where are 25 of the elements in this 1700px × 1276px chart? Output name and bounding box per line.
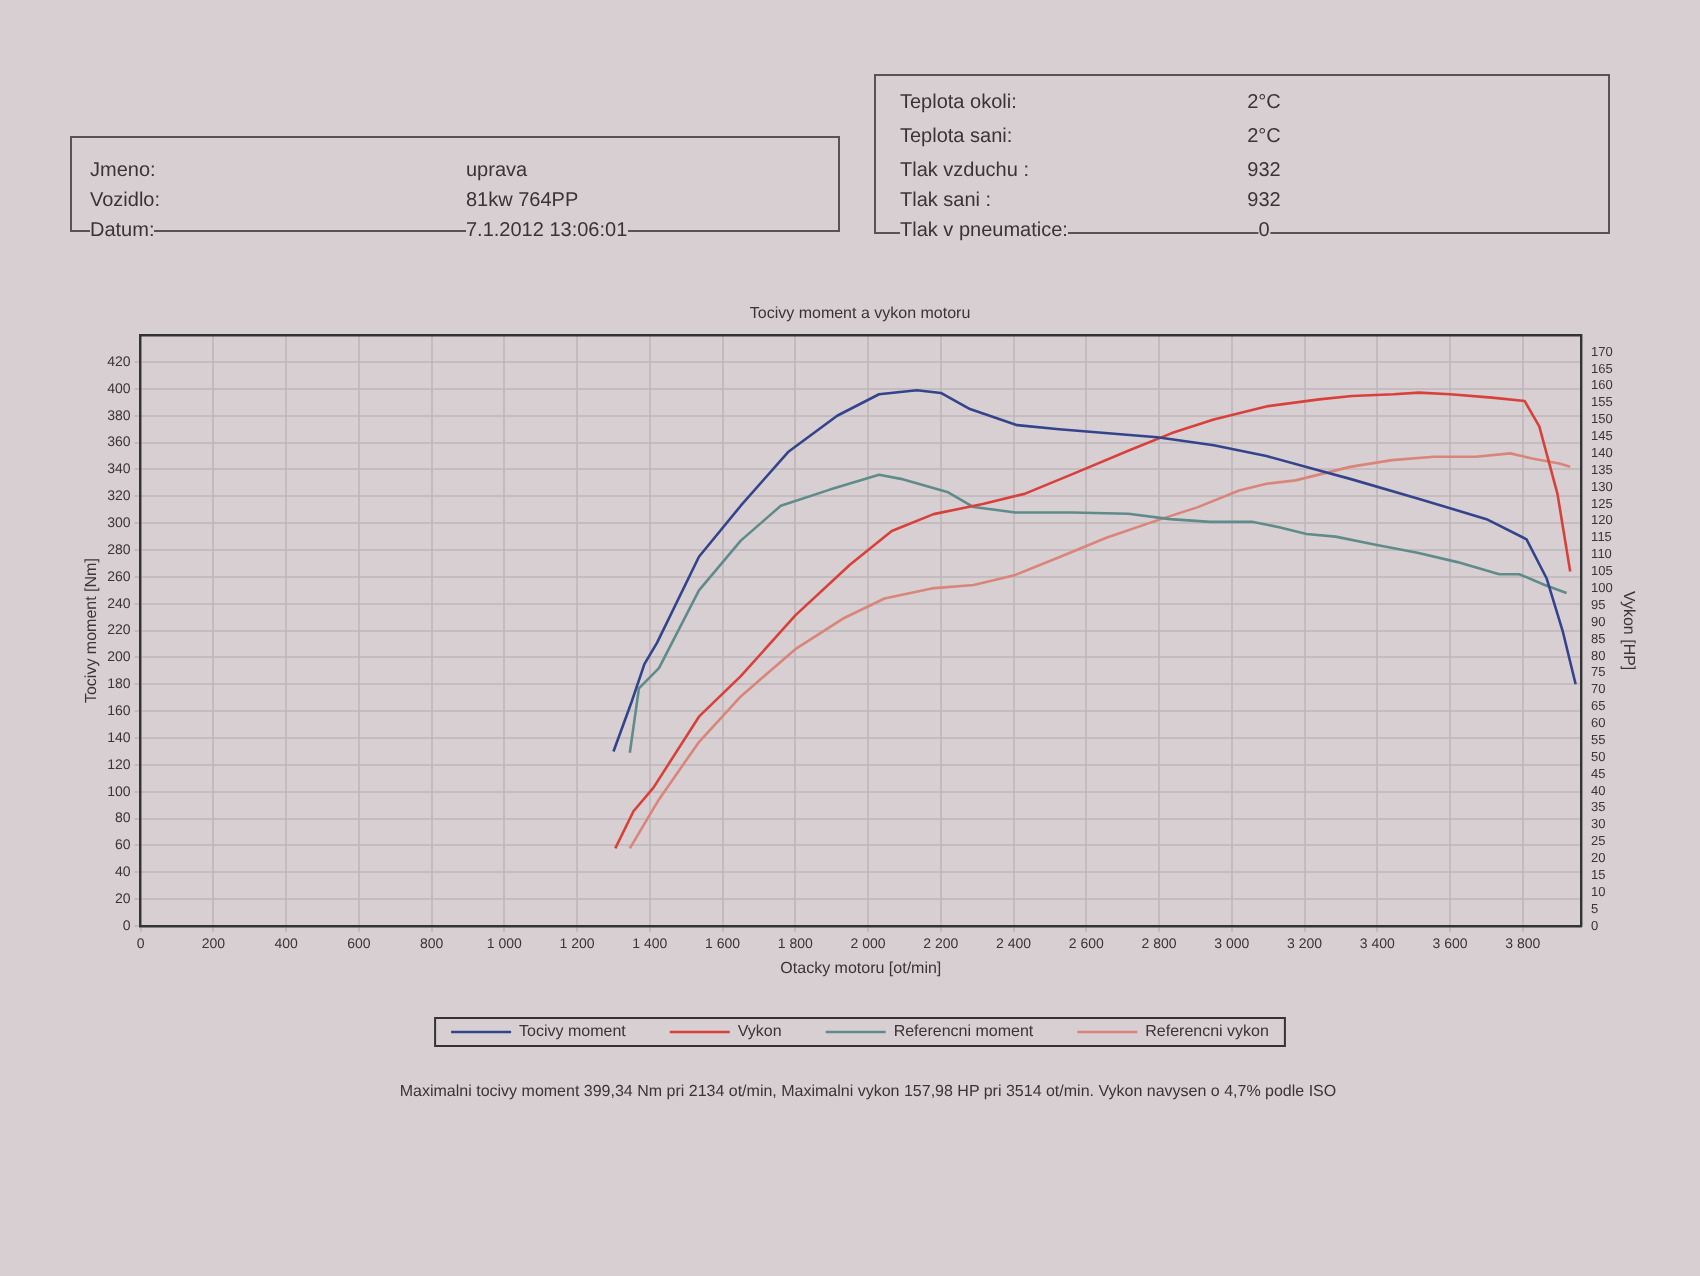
text: 2°C <box>1247 126 1281 150</box>
y2-axis-title: Vykon [HP] <box>1619 590 1638 671</box>
text: uprava <box>466 160 528 184</box>
legend-label: Vykon <box>737 1022 782 1041</box>
legend-label: Referencni moment <box>893 1022 1035 1041</box>
y-axis-title: Tocivy moment [Nm] <box>82 558 101 704</box>
legend-label: Tocivy moment <box>519 1022 628 1041</box>
text: 0 <box>1258 220 1270 244</box>
text: Maximalni tocivy moment 399,34 Nm pri 2134 ot/min, Maximalni vykon 157,98 HP pri 3514 ot/min. Vykon navysen o 4,7% podle ISO <box>397 1082 1339 1100</box>
text: 2°C <box>1247 92 1281 116</box>
text: 81kw 764PP <box>466 190 579 214</box>
chart-title: Tocivy moment a vykon motoru <box>749 304 971 323</box>
text: Tlak vzduchu : <box>900 160 1029 184</box>
text: 932 <box>1247 160 1281 184</box>
text: 7.1.2012 13:06:01 <box>466 220 628 244</box>
text: Teplota sani: <box>900 126 1013 150</box>
text: Jmeno: <box>90 160 156 184</box>
legend-label: Referencni vykon <box>1145 1022 1269 1041</box>
text: Vozidlo: <box>90 190 161 214</box>
text: Tlak v pneumatice: <box>900 220 1068 244</box>
text: Datum: <box>90 220 155 244</box>
text: Tlak sani : <box>900 190 992 214</box>
text: 932 <box>1247 190 1281 214</box>
text: Teplota okoli: <box>900 92 1017 116</box>
x-axis-title: Otacky motoru [ot/min] <box>780 958 942 977</box>
